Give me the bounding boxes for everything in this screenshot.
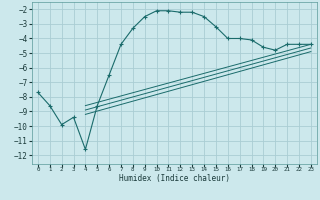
X-axis label: Humidex (Indice chaleur): Humidex (Indice chaleur) <box>119 174 230 183</box>
